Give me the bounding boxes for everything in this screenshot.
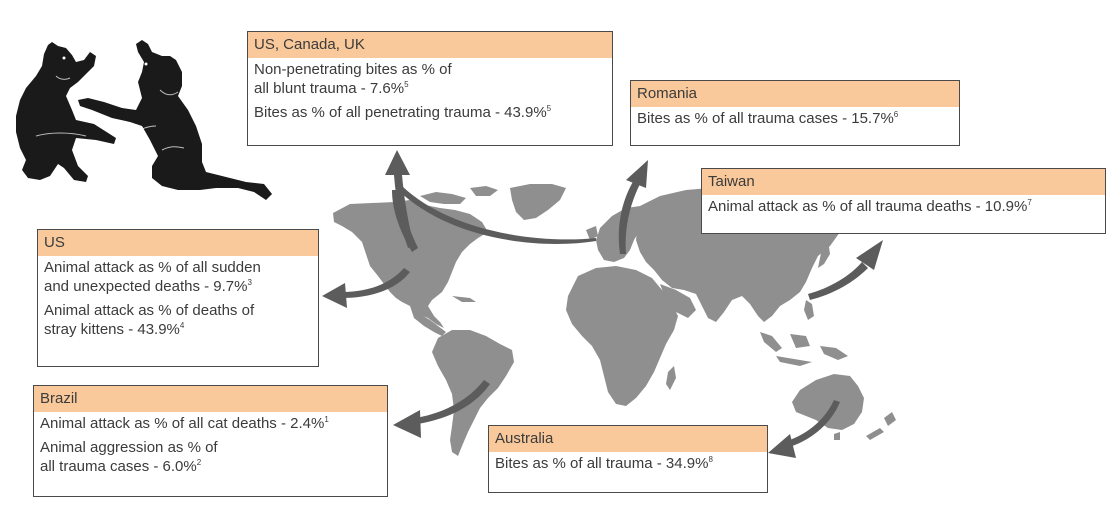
box-us: US Animal attack as % of all sudden and … [37,229,319,367]
fighting-cats-icon [16,40,272,200]
stat-cat-deaths: Animal attack as % of all cat deaths - 2… [40,415,329,432]
stat-penetrating-bites: Bites as % of all penetrating trauma - 4… [254,104,552,121]
box-title: Brazil [34,386,387,412]
stat-sudden-unexpected-deaths: Animal attack as % of all sudden and une… [44,259,261,295]
reference-superscript: 1 [324,415,329,424]
box-australia: Australia Bites as % of all trauma - 34.… [488,425,768,493]
curved-arrow-icon [416,380,490,424]
central-america-landmass [410,306,446,336]
reference-superscript: 5 [546,104,552,113]
australia-landmass [792,374,864,430]
box-title: US, Canada, UK [248,32,612,58]
left-cat-silhouette [16,42,116,182]
box-taiwan: Taiwan Animal attack as % of all trauma … [701,168,1106,234]
curved-arrow-icon [342,268,410,298]
arrowhead-icon [768,434,796,458]
arrowhead-icon [322,283,347,308]
curved-arrow-icon [618,180,640,254]
stat-nonpenetrating-bites: Non-penetrating bites as % of all blunt … [254,61,452,97]
reference-superscript: 2 [196,458,202,467]
stat-bites-all-trauma: Bites as % of all trauma - 34.9%8 [495,455,713,472]
arrowhead-icon [626,160,648,188]
reference-superscript: 8 [708,455,713,464]
right-cat-silhouette [78,40,272,200]
africa-landmass [566,266,678,406]
box-title: Romania [631,81,959,107]
greenland-landmass [510,184,566,220]
reference-superscript: 4 [179,321,185,330]
arrowhead-icon [385,150,410,175]
reference-superscript: 6 [893,110,899,119]
curved-arrow-icon [784,400,840,448]
north-america-landmass [333,200,488,328]
arabia-landmass [660,284,696,318]
curved-arrow-icon [808,262,868,300]
box-title: US [38,230,318,256]
arrowhead-icon [393,410,421,438]
stat-aggression-trauma-cases: Animal aggression as % of all trauma cas… [40,439,218,475]
stat-animal-attack-trauma-deaths: Animal attack as % of all trauma deaths … [708,198,1032,215]
reference-superscript: 5 [404,80,409,89]
box-romania: Romania Bites as % of all trauma cases -… [630,80,960,146]
box-title: Taiwan [702,169,1105,195]
box-brazil: Brazil Animal attack as % of all cat dea… [33,385,388,497]
stat-bites-trauma-cases: Bites as % of all trauma cases - 15.7%6 [637,110,899,127]
reference-superscript: 7 [1027,198,1032,207]
stat-stray-kitten-deaths: Animal attack as % of deaths of stray ki… [44,302,255,338]
reference-superscript: 3 [247,278,252,287]
arrowhead-icon [856,240,883,270]
box-us-canada-uk: US, Canada, UK Non-penetrating bites as … [247,31,613,146]
box-title: Australia [489,426,767,452]
